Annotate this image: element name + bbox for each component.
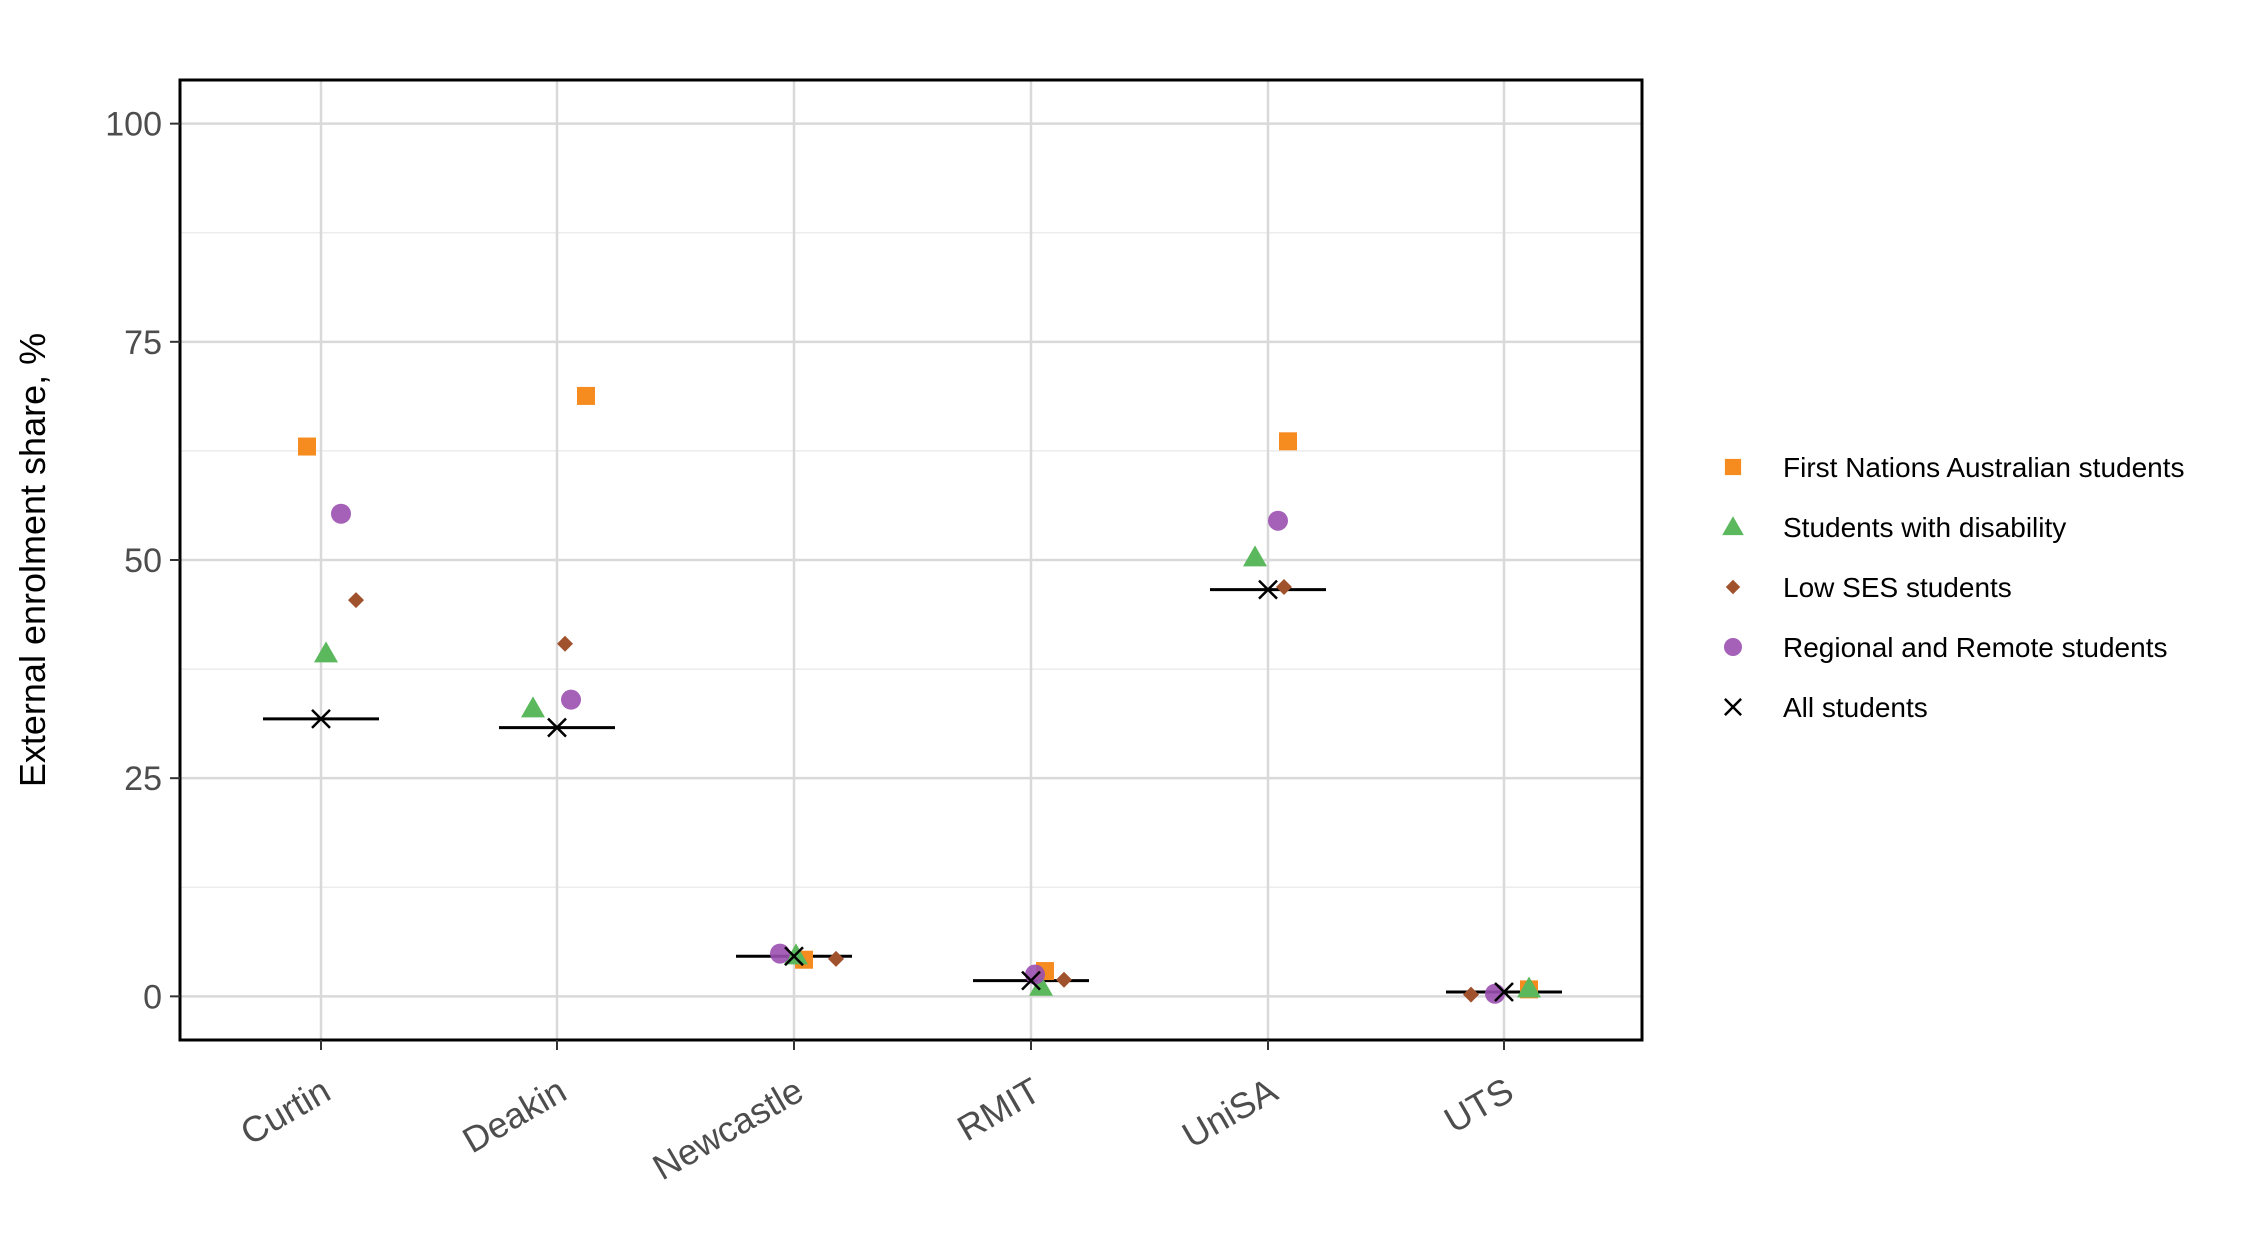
- data-point: [1021, 970, 1041, 991]
- x-tick-label: UniSA: [1175, 1069, 1284, 1156]
- data-point: [311, 708, 331, 729]
- legend-key: [1724, 638, 1742, 656]
- data-point: [1279, 432, 1297, 451]
- legend: First Nations Australian students Student…: [1722, 452, 2185, 723]
- data-point: [828, 950, 844, 967]
- data-point: [1494, 982, 1514, 1002]
- data-point: [577, 386, 595, 405]
- y-tick-label: 75: [124, 324, 162, 362]
- y-axis-title: External enrolment share, %: [12, 333, 53, 787]
- data-point: [1029, 974, 1053, 996]
- data-point: [521, 696, 545, 718]
- legend-label: Regional and Remote students: [1783, 632, 2167, 663]
- legend-label: First Nations Australian students: [1783, 452, 2185, 483]
- x-tick-label: Curtin: [233, 1069, 337, 1153]
- data-point: [1463, 986, 1479, 1003]
- y-tick-label: 25: [124, 760, 162, 798]
- y-tick-label: 0: [143, 978, 162, 1016]
- x-tick-label: RMIT: [950, 1069, 1047, 1149]
- data-point: [331, 503, 351, 524]
- data-points: [298, 386, 1541, 1004]
- y-tick-label: 50: [124, 542, 162, 580]
- data-point: [1517, 976, 1541, 998]
- y-axis: 0 25 50 75 100: [105, 106, 180, 1016]
- x-tick-label: Newcastle: [646, 1069, 810, 1188]
- grid-layer: [180, 80, 1642, 1040]
- legend-label: All students: [1783, 692, 1928, 723]
- data-point: [298, 437, 316, 456]
- legend-key: [1722, 516, 1744, 536]
- data-point: [1243, 545, 1267, 567]
- data-point: [784, 946, 804, 967]
- legend-label: Low SES students: [1783, 572, 2012, 603]
- data-point: [1056, 971, 1072, 988]
- data-point: [547, 717, 567, 738]
- all-students-lines: [263, 588, 1562, 994]
- x-axis: Curtin Deakin Newcastle RMIT UniSA UTS: [233, 1040, 1520, 1188]
- x-tick-label: Deakin: [455, 1069, 573, 1161]
- data-point: [1276, 579, 1292, 596]
- data-point: [314, 641, 338, 663]
- legend-key: [1725, 579, 1741, 595]
- x-tick-label: UTS: [1437, 1069, 1520, 1141]
- data-point: [348, 592, 364, 609]
- legend-key: [1724, 698, 1742, 716]
- data-point: [561, 689, 581, 710]
- y-tick-label: 100: [105, 106, 162, 144]
- data-point: [557, 635, 573, 652]
- data-point: [1258, 579, 1278, 600]
- legend-label: Students with disability: [1783, 512, 2066, 543]
- data-point: [770, 943, 790, 964]
- legend-key: [1724, 458, 1742, 476]
- data-point: [1025, 964, 1045, 985]
- data-point: [1268, 510, 1288, 531]
